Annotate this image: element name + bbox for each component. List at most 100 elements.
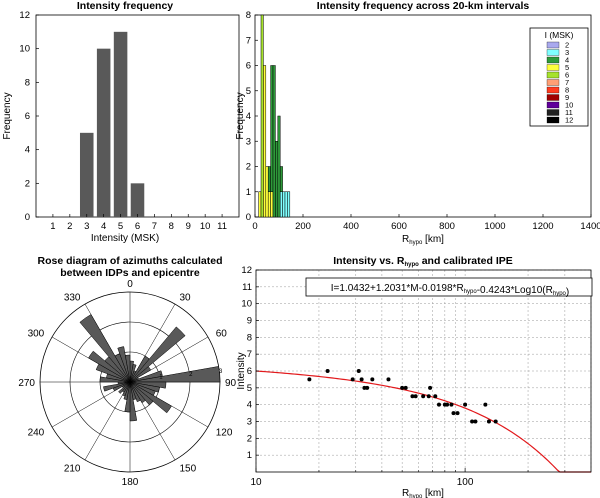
rose-angle-label: 270 bbox=[18, 378, 35, 389]
equation-segment: I=1.0432+1.2031*M-0.0198*R bbox=[331, 283, 464, 294]
rose-sectors bbox=[79, 314, 221, 422]
stacked-ytick-label: 5 bbox=[246, 86, 251, 97]
legend-swatch bbox=[546, 56, 560, 64]
stacked-bar-segment bbox=[270, 191, 274, 218]
legend-label: 6 bbox=[565, 71, 569, 80]
ipe-ytick-label: 3 bbox=[247, 417, 252, 428]
stacked-xtick-label: 200 bbox=[295, 221, 311, 232]
ipe-point bbox=[325, 369, 330, 373]
histogram-xlabel: Intensity (MSK) bbox=[91, 233, 159, 244]
rose-title-line1: Rose diagram of azimuths calculated bbox=[38, 255, 223, 267]
ipe-ytick-label: 7 bbox=[247, 349, 252, 360]
ipe-title: Intensity vs. Rhypo and calibrated IPE bbox=[333, 255, 513, 268]
legend-swatch bbox=[546, 49, 560, 56]
stacked-xtick-label: 600 bbox=[391, 221, 407, 232]
rose-sector bbox=[129, 381, 172, 414]
stacked-bar-segment bbox=[265, 166, 269, 218]
rose-sector bbox=[129, 381, 138, 422]
stacked-bar-segment bbox=[267, 166, 271, 192]
ipe-point bbox=[386, 377, 391, 382]
legend-label: 5 bbox=[565, 63, 569, 72]
histogram-bar bbox=[79, 132, 94, 217]
legend-swatch bbox=[546, 71, 560, 79]
stacked-ytick-label: 1 bbox=[246, 187, 251, 198]
ipe-ytick-label: 1 bbox=[247, 450, 252, 461]
stacked-ytick-label: 3 bbox=[246, 136, 251, 147]
ipe-title-post: and calibrated IPE bbox=[419, 255, 513, 267]
legend-swatch bbox=[546, 109, 560, 116]
equation-box bbox=[305, 277, 593, 297]
legend-label: 8 bbox=[565, 86, 569, 95]
stacked-bar-segment bbox=[272, 65, 276, 218]
ipe-point bbox=[473, 419, 478, 424]
ipe-point bbox=[433, 394, 438, 399]
stacked-bar-segment bbox=[260, 14, 264, 218]
rose-sector bbox=[88, 350, 131, 383]
stacked-bar-segment bbox=[279, 191, 283, 218]
ipe-ytick-label: 2 bbox=[247, 433, 252, 444]
stacked-bar-segment bbox=[263, 65, 267, 218]
ipe-point bbox=[451, 411, 456, 416]
rose-angle-label: 30 bbox=[180, 292, 192, 303]
rose-radial-label: 1 bbox=[159, 374, 163, 380]
rose-sector bbox=[129, 366, 152, 383]
ipe-point bbox=[426, 394, 431, 399]
ipe-ytick-label: 8 bbox=[247, 332, 252, 343]
histogram-ytick-label: 10 bbox=[19, 44, 30, 55]
legend-swatch bbox=[546, 101, 560, 109]
ipe-ytick-label: 5 bbox=[247, 383, 252, 394]
legend-swatch bbox=[546, 64, 560, 71]
stacked-ytick-label: 2 bbox=[246, 162, 251, 173]
stacked-bar-segment bbox=[284, 191, 288, 218]
legend-swatch bbox=[546, 79, 560, 86]
stacked-xtick-label: 1000 bbox=[484, 221, 505, 232]
ipe-ytick-label: 9 bbox=[247, 316, 252, 327]
rose-angle-label: 120 bbox=[216, 428, 233, 439]
rose-angle-label: 0 bbox=[127, 279, 133, 290]
histogram-xtick-label: 6 bbox=[135, 221, 140, 232]
ipe-point bbox=[400, 385, 405, 390]
ipe-point bbox=[370, 377, 375, 382]
rose-angle-label: 300 bbox=[28, 329, 45, 340]
equation-segment: -0.4243*Log10(R bbox=[477, 285, 553, 296]
stacked-xlabel: Rhypo [km] bbox=[402, 234, 444, 246]
rose-angle-label: 330 bbox=[64, 292, 81, 303]
ipe-xtick-label: 10 bbox=[250, 477, 262, 488]
histogram-xtick-label: 8 bbox=[169, 221, 174, 232]
histogram-bar bbox=[96, 48, 111, 217]
legend-label: 3 bbox=[565, 48, 569, 57]
rose-angle-label: 180 bbox=[122, 477, 139, 488]
ipe-point bbox=[463, 402, 468, 407]
stacked-xlabel-r: R bbox=[402, 234, 409, 245]
ipe-point bbox=[436, 402, 441, 407]
ipe-title-pre: Intensity vs. R bbox=[333, 255, 405, 267]
ipe-ytick-label: 6 bbox=[247, 366, 252, 377]
stacked-bar-segment bbox=[279, 166, 283, 192]
rose-sector bbox=[129, 381, 146, 404]
histogram-xtick-label: 3 bbox=[84, 221, 89, 232]
stacked-ylabel: Frequency bbox=[235, 92, 246, 139]
histogram-bars bbox=[79, 31, 145, 218]
histogram-xtick-label: 11 bbox=[217, 221, 227, 232]
ipe-ytick-label: 4 bbox=[247, 400, 252, 411]
equation-text: I=1.0432+1.2031*M-0.0198*Rhypo-0.4243*Lo… bbox=[331, 283, 569, 298]
stacked-xlabel-sub: hypo bbox=[409, 240, 423, 246]
ipe-grid bbox=[255, 269, 592, 472]
stacked-bars bbox=[258, 14, 291, 218]
stacked-bar-segment bbox=[277, 115, 281, 218]
histogram-ytick-label: 12 bbox=[19, 10, 30, 21]
rose-sector bbox=[129, 381, 141, 403]
legend-label: 4 bbox=[565, 56, 569, 65]
legend-label: 9 bbox=[565, 93, 569, 102]
histogram-xtick-label: 4 bbox=[101, 221, 106, 232]
stacked-ytick-label: 7 bbox=[246, 35, 251, 46]
legend-label: 10 bbox=[565, 101, 573, 110]
ipe-panel: Intensity vs. Rhypo and calibrated IPE 1… bbox=[236, 255, 593, 498]
ipe-point bbox=[449, 402, 454, 407]
rose-sector bbox=[79, 314, 131, 383]
ipe-ytick-label: 11 bbox=[242, 282, 252, 293]
rose-sector bbox=[129, 326, 186, 383]
histogram-ytick-label: 6 bbox=[25, 111, 30, 122]
